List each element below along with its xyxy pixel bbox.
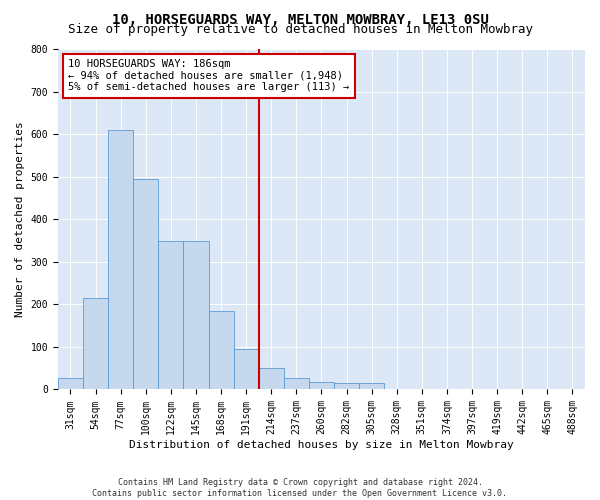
Bar — [334, 383, 359, 390]
Bar — [83, 298, 108, 390]
Text: 10, HORSEGUARDS WAY, MELTON MOWBRAY, LE13 0SU: 10, HORSEGUARDS WAY, MELTON MOWBRAY, LE1… — [112, 12, 488, 26]
Text: 10 HORSEGUARDS WAY: 186sqm
← 94% of detached houses are smaller (1,948)
5% of se: 10 HORSEGUARDS WAY: 186sqm ← 94% of deta… — [68, 59, 350, 92]
Bar — [309, 382, 334, 390]
Bar — [184, 240, 209, 390]
Bar — [233, 349, 259, 390]
Text: Size of property relative to detached houses in Melton Mowbray: Size of property relative to detached ho… — [67, 22, 533, 36]
Y-axis label: Number of detached properties: Number of detached properties — [15, 122, 25, 317]
Bar — [259, 368, 284, 390]
Text: Contains HM Land Registry data © Crown copyright and database right 2024.
Contai: Contains HM Land Registry data © Crown c… — [92, 478, 508, 498]
X-axis label: Distribution of detached houses by size in Melton Mowbray: Distribution of detached houses by size … — [129, 440, 514, 450]
Bar — [209, 310, 233, 390]
Bar — [359, 383, 384, 390]
Bar — [108, 130, 133, 390]
Bar — [58, 378, 83, 390]
Bar — [158, 240, 184, 390]
Bar — [284, 378, 309, 390]
Bar — [133, 179, 158, 390]
